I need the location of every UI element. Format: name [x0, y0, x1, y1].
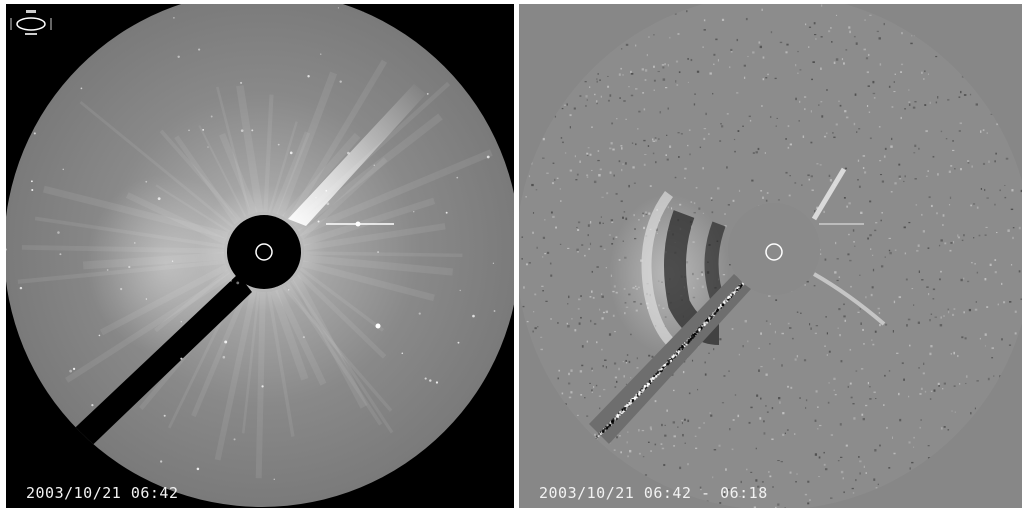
sun-outline-left [255, 243, 273, 261]
star-left [375, 323, 381, 329]
streamer-right-lower [813, 272, 886, 326]
coronagraph-image-left: 2003/10/21 06:42 [6, 4, 514, 508]
lasco-logo-icon [10, 10, 52, 35]
streamer-left [288, 84, 426, 226]
coronagraph-right-svg [519, 4, 1022, 508]
sun-outline-right [765, 243, 783, 261]
coronagraph-left-svg [6, 4, 514, 507]
timestamp-right: 2003/10/21 06:42 - 06:18 [539, 484, 768, 502]
bright-star-left [355, 221, 361, 227]
cme-cloud-left [86, 174, 246, 354]
occulter-disk-left [227, 215, 301, 289]
coronagraph-image-right: 2003/10/21 06:42 - 06:18 [519, 4, 1022, 508]
streamer-right-upper [811, 167, 847, 221]
occulter-pylon [61, 274, 252, 459]
timestamp-left: 2003/10/21 06:42 [26, 484, 179, 502]
occulted-region-right [728, 203, 820, 295]
